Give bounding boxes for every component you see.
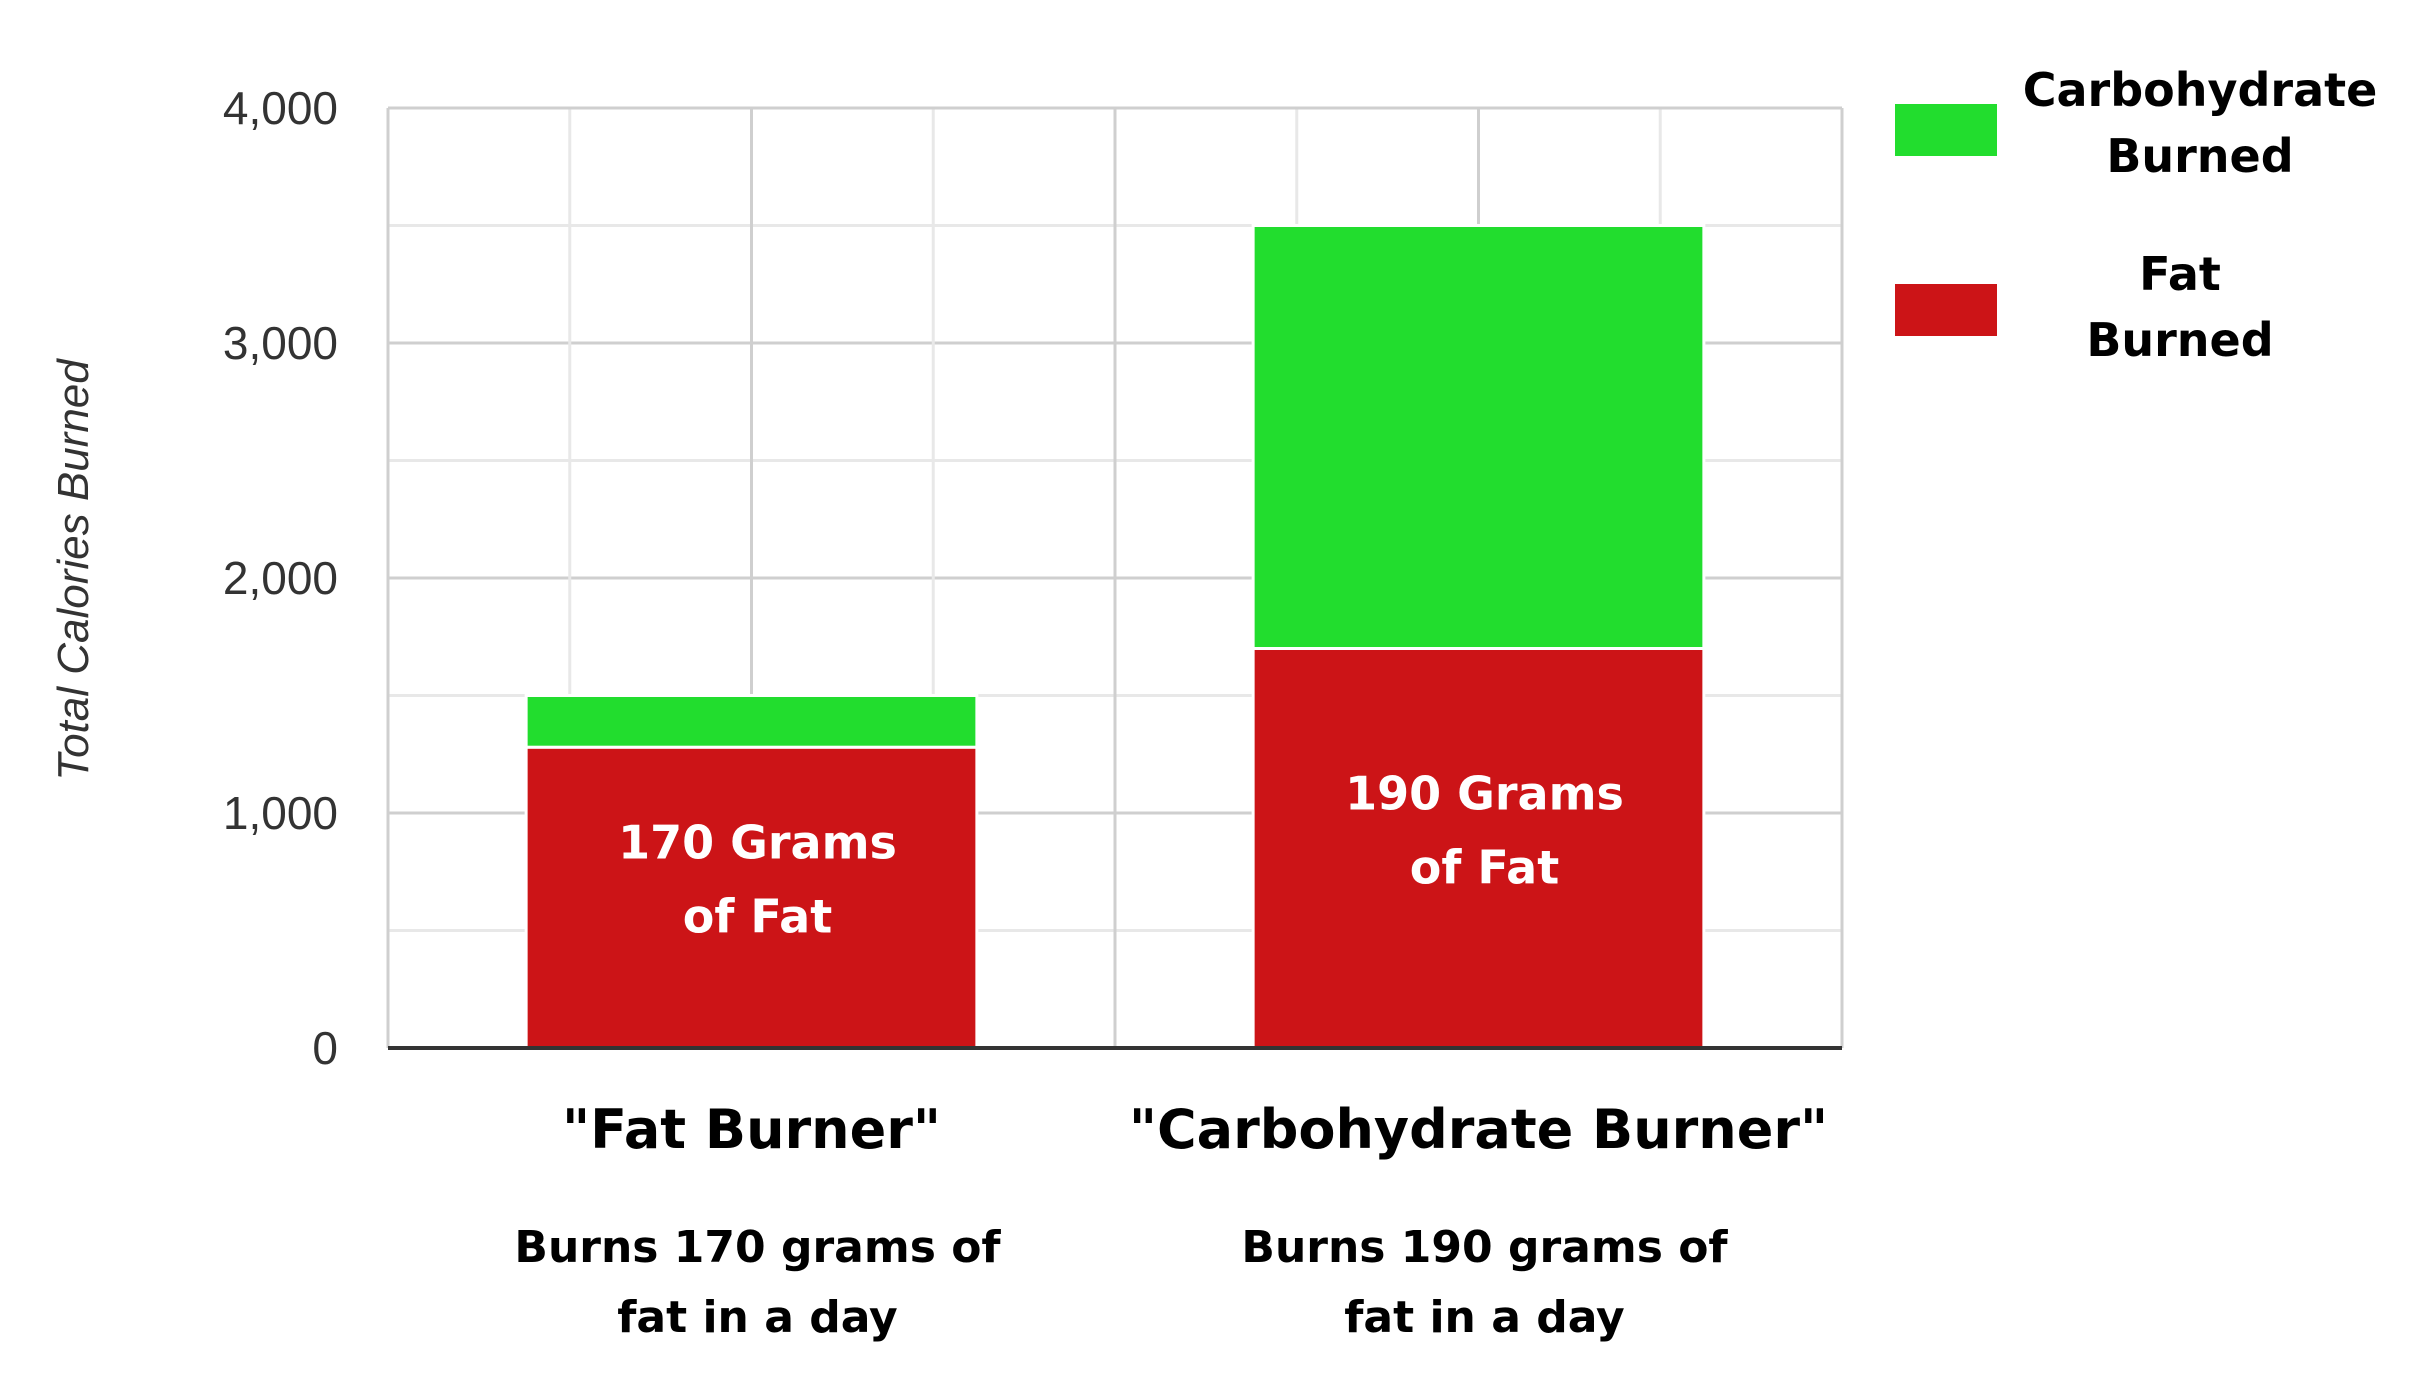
legend-swatch-fat bbox=[1895, 284, 1997, 336]
bar-data-label: of Fat bbox=[1410, 840, 1559, 894]
x-category-label: "Fat Burner" bbox=[562, 1098, 941, 1161]
bar-data-label: 190 Grams bbox=[1345, 766, 1624, 820]
category-note: fat in a day bbox=[1344, 1292, 1624, 1343]
legend-label: Fat bbox=[2139, 247, 2221, 301]
y-tick-label: 2,000 bbox=[223, 552, 338, 604]
legend-label: Burned bbox=[2086, 313, 2273, 367]
bars bbox=[524, 224, 1706, 1050]
y-tick-label: 1,000 bbox=[223, 787, 338, 839]
category-note: fat in a day bbox=[617, 1292, 897, 1343]
legend-swatch-carbohydrate bbox=[1895, 104, 1997, 156]
bar-data-label: of Fat bbox=[683, 890, 832, 944]
y-tick-label: 4,000 bbox=[223, 82, 338, 134]
bar-fat-0 bbox=[524, 745, 979, 1050]
category-note: Burns 190 grams of bbox=[1241, 1222, 1728, 1273]
x-category-label: "Carbohydrate Burner" bbox=[1129, 1098, 1828, 1161]
category-note: Burns 170 grams of bbox=[514, 1222, 1001, 1273]
legend: Carbohydrate Burned Fat Burned bbox=[1895, 63, 2377, 367]
bar-carbohydrate-0 bbox=[524, 694, 979, 749]
axes bbox=[386, 106, 1844, 1050]
bar-carbohydrate-1 bbox=[1251, 224, 1706, 650]
y-tick-label: 0 bbox=[312, 1022, 338, 1074]
y-axis-title: Total Calories Burned bbox=[49, 358, 98, 781]
bar-fat-1 bbox=[1251, 647, 1706, 1050]
legend-label: Carbohydrate bbox=[2023, 63, 2378, 117]
labels: 0 1,000 2,000 3,000 4,000 Total Calories Burn… bbox=[49, 82, 1828, 1343]
y-tick-label: 3,000 bbox=[223, 317, 338, 369]
legend-label: Burned bbox=[2106, 129, 2293, 183]
bar-data-label: 170 Grams bbox=[618, 816, 897, 870]
